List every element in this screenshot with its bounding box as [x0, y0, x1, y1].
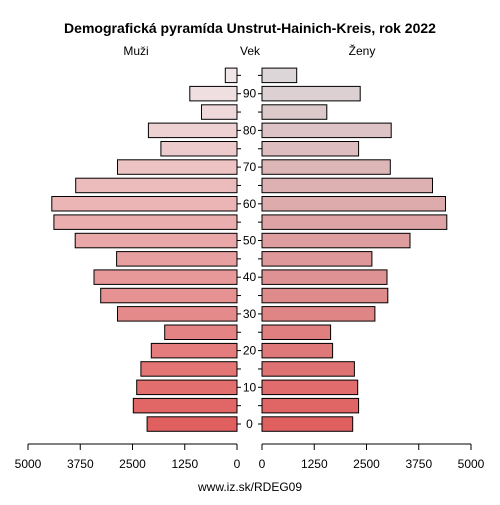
male-bar: [74, 232, 238, 249]
x-tick-label: 1250: [301, 457, 328, 471]
x-tick-label: 5000: [458, 457, 485, 471]
age-tick-label: 50: [243, 234, 257, 248]
age-tick-label: 60: [243, 197, 257, 211]
x-tick-label: 0: [234, 457, 241, 471]
x-tick-label: 3750: [405, 457, 432, 471]
female-bar: [261, 251, 373, 267]
female-bar: [261, 287, 389, 304]
male-bar: [160, 141, 238, 157]
age-tick-label: 90: [243, 87, 257, 101]
female-bar: [261, 416, 354, 432]
male-bar: [164, 324, 238, 340]
male-bar: [189, 85, 238, 102]
x-tick-label: 1250: [171, 457, 198, 471]
female-bar: [261, 306, 376, 322]
age-tick-label: 70: [243, 160, 257, 174]
female-bar: [261, 85, 361, 102]
male-bar: [136, 379, 238, 396]
female-bar: [261, 141, 360, 157]
age-tick-label: 10: [243, 380, 257, 394]
age-tick-label: 40: [243, 270, 257, 284]
male-bar: [117, 306, 238, 322]
age-label: Vek: [240, 44, 261, 58]
male-bar: [51, 196, 238, 212]
male-bar: [93, 269, 238, 285]
female-bar: [261, 232, 411, 249]
female-bar: [261, 122, 392, 139]
age-tick-label: 0: [246, 417, 253, 431]
male-bar: [146, 416, 238, 432]
chart-title: Demografická pyramída Unstrut-Hainich-Kr…: [64, 20, 436, 36]
female-bar: [261, 361, 355, 377]
x-tick-label: 2500: [119, 457, 146, 471]
female-bar: [261, 397, 360, 414]
axes-group: 0 10 20 30 40 50 60 70 80 90 5000 3750 2500 1250 0 0 125…: [15, 74, 485, 471]
female-bar: [261, 67, 298, 84]
male-bar: [75, 177, 238, 194]
female-bar: [261, 214, 448, 230]
male-bar: [224, 67, 238, 84]
female-bar: [261, 104, 328, 120]
male-bar: [140, 361, 238, 377]
male-bar: [132, 397, 238, 414]
x-tick-label: 2500: [353, 457, 380, 471]
male-bar: [100, 287, 238, 304]
x-tick-label: 3750: [67, 457, 94, 471]
female-bar: [261, 379, 359, 396]
male-bar: [150, 342, 238, 359]
female-bar: [261, 324, 332, 340]
male-bar: [117, 159, 238, 175]
male-bar: [201, 104, 238, 120]
x-tick-label: 0: [259, 457, 266, 471]
female-bar: [261, 177, 433, 194]
x-tick-label: 5000: [15, 457, 42, 471]
female-bar: [261, 269, 388, 285]
female-bar: [261, 159, 391, 175]
female-bar: [261, 196, 446, 212]
age-tick-label: 80: [243, 123, 257, 137]
age-tick-label: 30: [243, 307, 257, 321]
female-label: Ženy: [349, 43, 376, 58]
male-bar: [147, 122, 238, 139]
male-bar: [53, 214, 238, 230]
male-label: Muži: [123, 44, 148, 58]
source-footer: www.iz.sk/RDEG09: [197, 480, 302, 494]
female-bar: [261, 342, 334, 359]
male-bar: [116, 251, 238, 267]
age-tick-label: 20: [243, 344, 257, 358]
